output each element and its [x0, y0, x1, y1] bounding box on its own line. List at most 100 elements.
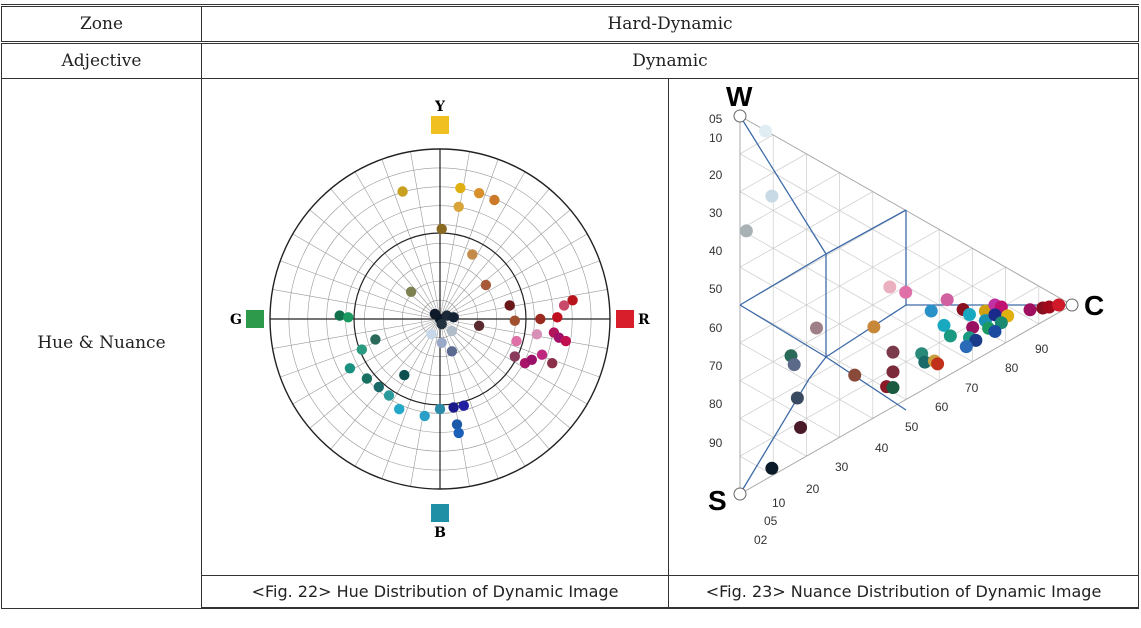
- grid-spoke: [410, 318, 441, 487]
- grid-spoke: [439, 318, 608, 349]
- data-point: [394, 403, 405, 415]
- data-point: [560, 335, 571, 347]
- nuance-vertices: W S C: [708, 81, 1104, 516]
- zone-line: [825, 304, 907, 358]
- data-point: [509, 351, 520, 362]
- data-point: [966, 320, 980, 334]
- r-label: R: [638, 312, 650, 328]
- data-point: [399, 369, 410, 381]
- r-swatch: [616, 310, 634, 328]
- w-tick-label: 30: [709, 206, 723, 220]
- data-point: [383, 390, 395, 401]
- s-tick-label: 30: [835, 460, 849, 474]
- grid-spoke: [354, 171, 441, 320]
- data-point: [794, 420, 808, 434]
- data-table: Zone Hard-Dynamic Adjective Dynamic Hue …: [1, 4, 1140, 609]
- grid-spoke: [292, 233, 441, 320]
- grid-spoke: [439, 318, 499, 479]
- w-tick-label: 80: [709, 397, 723, 411]
- data-point: [504, 300, 515, 311]
- data-point: [419, 410, 430, 422]
- grid-spoke: [439, 318, 526, 467]
- grid-spoke: [330, 318, 441, 450]
- data-point: [886, 365, 900, 379]
- data-point: [765, 461, 779, 475]
- hue-axis-labels: Y R B G: [230, 99, 650, 541]
- data-point: [1023, 303, 1037, 317]
- data-point: [765, 189, 779, 203]
- grid-spoke: [439, 171, 526, 320]
- data-point: [787, 358, 801, 372]
- data-point: [334, 310, 345, 321]
- s-tick-label: 10: [772, 496, 786, 510]
- data-point: [429, 308, 441, 320]
- s-tick-label: 50: [905, 420, 919, 434]
- nuance-chart-cell: W S C 05 10 20 30 40 50 60 70 80 90 02 05 10 20 30 40 50 60 7…: [667, 78, 1140, 576]
- data-point: [436, 337, 447, 348]
- zone-line: [825, 209, 907, 255]
- data-point: [405, 286, 417, 297]
- nuance-zone-lines: [739, 115, 1072, 495]
- data-point: [535, 313, 546, 325]
- data-point: [536, 349, 548, 360]
- w-tick-label: 20: [709, 168, 723, 182]
- data-point: [397, 186, 408, 197]
- s-tick-label: 60: [935, 400, 949, 414]
- data-point: [453, 427, 464, 439]
- zone-label-cell: Zone: [1, 4, 202, 43]
- zone-line: [739, 304, 827, 358]
- grid-spoke: [439, 151, 470, 320]
- grid-line: [739, 153, 1039, 325]
- grid-line: [739, 229, 973, 363]
- data-point: [924, 304, 938, 318]
- data-point: [886, 345, 900, 359]
- s-tick-label: 02: [754, 533, 768, 547]
- data-point: [988, 324, 1002, 338]
- data-point: [558, 300, 570, 311]
- grid-line: [739, 304, 907, 400]
- grid-spoke: [381, 318, 441, 479]
- data-point: [451, 419, 463, 430]
- fig22-caption: <Fig. 22> Hue Distribution of Dynamic Im…: [201, 575, 669, 609]
- data-point: [453, 201, 464, 212]
- hue-points: [334, 182, 578, 439]
- data-point: [473, 188, 485, 199]
- data-point: [962, 308, 976, 322]
- w-tick-label: 40: [709, 244, 723, 258]
- data-point: [848, 368, 862, 382]
- data-point: [547, 358, 558, 369]
- grid-spoke: [439, 260, 600, 320]
- w-tick-label: 70: [709, 359, 723, 373]
- data-point: [434, 403, 446, 415]
- data-point: [739, 224, 753, 238]
- data-point: [446, 325, 458, 337]
- hue-distribution-chart: Y R B G: [230, 99, 650, 541]
- data-point: [448, 312, 459, 323]
- data-point: [809, 321, 823, 335]
- grid-spoke: [272, 289, 441, 320]
- data-point: [436, 318, 447, 330]
- grid-spoke: [439, 209, 571, 320]
- s-tick-label: 20: [806, 482, 820, 496]
- grid-spoke: [439, 318, 571, 429]
- data-point: [446, 346, 458, 357]
- data-point: [361, 373, 373, 384]
- data-point: [344, 363, 356, 374]
- data-point: [969, 333, 983, 347]
- data-point: [370, 334, 381, 345]
- s-tick-label: 40: [875, 441, 889, 455]
- grid-line: [739, 247, 973, 381]
- nuance-points: [739, 124, 1066, 475]
- data-point: [940, 293, 954, 307]
- grid-line: [739, 172, 840, 230]
- data-point: [931, 357, 945, 371]
- data-point: [448, 402, 459, 413]
- grid-spoke: [272, 318, 441, 349]
- data-point: [473, 320, 485, 331]
- data-point: [426, 329, 437, 340]
- data-point: [959, 340, 973, 354]
- s-vertex-label: S: [708, 485, 727, 516]
- grid-spoke: [292, 318, 441, 405]
- data-point: [1052, 298, 1066, 312]
- data-point: [867, 320, 881, 334]
